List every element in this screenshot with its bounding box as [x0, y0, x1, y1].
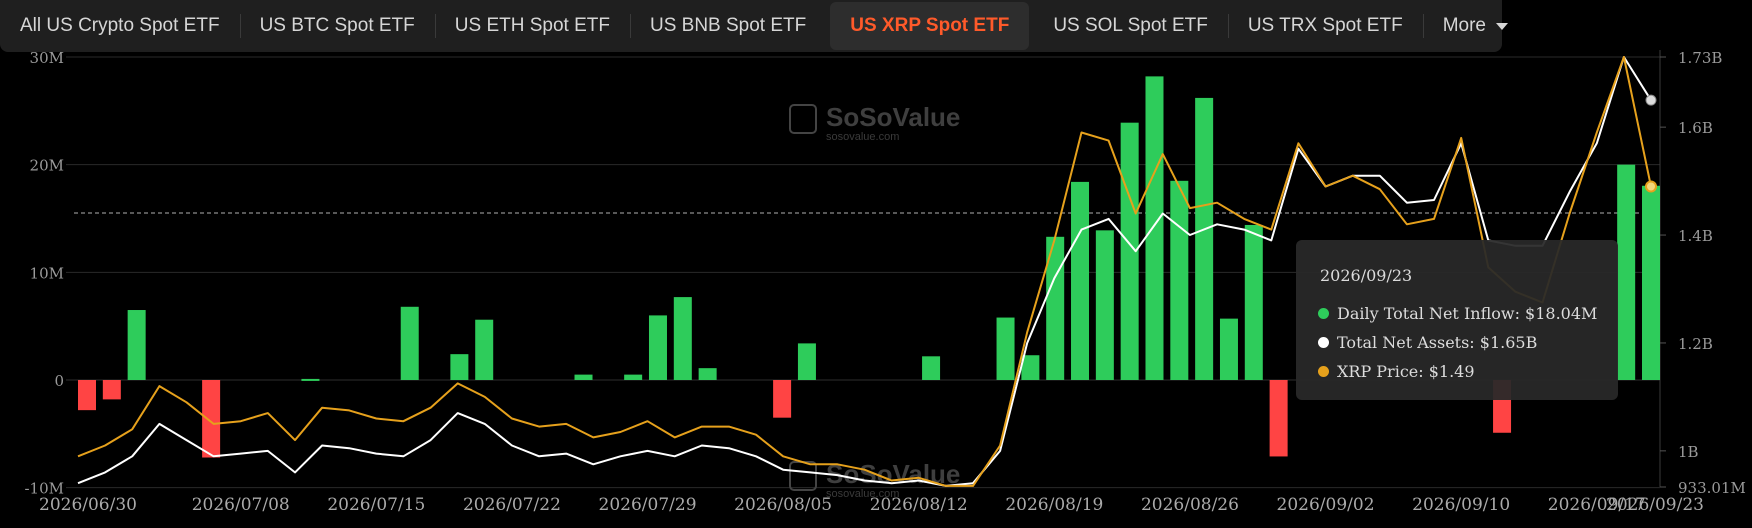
inflow-bar	[797, 343, 816, 380]
etf-tab-bar: All US Crypto Spot ETF US BTC Spot ETF U…	[0, 0, 1508, 52]
x-axis-tick-label: 2026/07/08	[192, 495, 290, 515]
inflow-bar	[1244, 224, 1263, 380]
inflow-bar	[102, 380, 121, 400]
tab-label: US XRP Spot ETF	[850, 15, 1010, 36]
inflow-bar	[773, 380, 792, 418]
inflow-bar	[574, 374, 593, 380]
inflow-bar	[1170, 180, 1189, 380]
tooltip-price: XRP Price: $1.49	[1337, 362, 1475, 381]
left-axis-tick-label: 20M	[30, 157, 64, 175]
xrp-price-line	[77, 56, 1652, 487]
left-axis-tick-label: -10M	[24, 480, 64, 498]
tab-us-trx-spot-etf[interactable]: US TRX Spot ETF	[1227, 0, 1423, 52]
x-axis-tick-label: 2026/09/23	[1606, 495, 1704, 515]
sosovalue-logo-icon	[789, 104, 817, 134]
inflow-bar	[450, 354, 469, 380]
tooltip-inflow-row: Daily Total Net Inflow: $18.04M	[1318, 304, 1597, 323]
x-axis-tick-label: 2026/06/30	[39, 495, 137, 515]
inflow-dot-icon	[1318, 308, 1329, 319]
tooltip-price-row: XRP Price: $1.49	[1318, 362, 1475, 381]
right-axis-tick-label: 1.73B	[1678, 49, 1722, 67]
net-assets-marker	[1645, 94, 1657, 106]
more-label: More	[1442, 15, 1486, 36]
inflow-bar	[475, 319, 494, 380]
right-axis-tick-label: 1.6B	[1678, 119, 1713, 137]
tab-label: US TRX Spot ETF	[1247, 15, 1403, 36]
inflow-bar	[624, 374, 643, 380]
x-axis-tick-label: 2026/07/22	[463, 495, 561, 515]
tab-label: All US Crypto Spot ETF	[20, 15, 220, 36]
x-axis-tick-label: 2026/08/12	[870, 495, 968, 515]
tab-us-bnb-spot-etf[interactable]: US BNB Spot ETF	[629, 0, 826, 52]
tab-label: US BTC Spot ETF	[259, 15, 415, 36]
tooltip-date: 2026/09/23	[1320, 266, 1413, 285]
x-axis-tick-label: 2026/08/26	[1141, 495, 1239, 515]
tooltip-assets: Total Net Assets: $1.65B	[1337, 333, 1538, 352]
xrp-price-marker	[1645, 180, 1657, 193]
sosovalue-logo-icon	[789, 461, 817, 491]
inflow-bar	[78, 380, 96, 411]
chevron-down-icon	[1495, 22, 1508, 30]
x-axis-tick-label: 2026/09/17	[1548, 495, 1646, 515]
x-axis-tick-label: 2026/08/05	[734, 495, 832, 515]
chart-tooltip: 2026/09/23 Daily Total Net Inflow: $18.0…	[1296, 240, 1618, 400]
inflow-bar	[1269, 380, 1288, 457]
net-assets-line	[77, 56, 1652, 487]
tooltip-inflow: Daily Total Net Inflow: $18.04M	[1337, 304, 1598, 323]
inflow-bar	[673, 297, 692, 380]
x-axis-tick-label: 2026/09/02	[1277, 495, 1375, 515]
inflow-bar	[127, 310, 146, 380]
inflow-bar	[400, 306, 419, 380]
x-axis-tick-label: 2026/07/15	[327, 495, 425, 515]
watermark-url: sosovalue.com	[826, 488, 899, 500]
inflow-bar	[1617, 164, 1636, 380]
left-axis-tick-label: 30M	[30, 49, 64, 67]
tooltip-assets-row: Total Net Assets: $1.65B	[1318, 333, 1537, 352]
tab-us-sol-spot-etf[interactable]: US SOL Spot ETF	[1033, 0, 1228, 52]
x-axis-tick-label: 2026/07/29	[599, 495, 697, 515]
inflow-bar	[1195, 97, 1214, 380]
tab-us-btc-spot-etf[interactable]: US BTC Spot ETF	[239, 0, 435, 52]
inflow-bar	[1021, 355, 1040, 380]
inflow-bar	[698, 368, 717, 380]
inflow-bar	[922, 356, 941, 380]
inflow-bar	[202, 380, 221, 458]
more-menu-button[interactable]: More	[1422, 0, 1528, 52]
inflow-bar	[1642, 185, 1660, 380]
left-axis-tick-label: 10M	[30, 264, 64, 282]
tab-label: US BNB Spot ETF	[649, 15, 807, 36]
right-axis-tick-label: 1.4B	[1678, 227, 1713, 245]
tab-label: US SOL Spot ETF	[1053, 15, 1208, 36]
inflow-bar	[1145, 76, 1164, 380]
tab-all-us-crypto-spot-etf[interactable]: All US Crypto Spot ETF	[0, 0, 240, 52]
inflow-bar	[301, 378, 320, 381]
x-axis-tick-label: 2026/09/10	[1412, 495, 1510, 515]
assets-dot-icon	[1318, 337, 1329, 348]
watermark-name: SoSoValue	[826, 102, 960, 132]
right-axis-tick-label: 1.2B	[1678, 335, 1713, 353]
inflow-bar	[1046, 236, 1065, 380]
left-axis-tick-label: 0	[54, 372, 64, 390]
inflow-bar	[1095, 230, 1114, 380]
right-axis-tick-label: 933.01M	[1678, 479, 1746, 497]
tab-us-xrp-spot-etf[interactable]: US XRP Spot ETF	[830, 2, 1030, 50]
inflow-bar	[1071, 181, 1090, 380]
tab-us-eth-spot-etf[interactable]: US ETH Spot ETF	[434, 0, 630, 52]
inflow-bar	[996, 317, 1015, 380]
inflow-bar	[648, 315, 667, 380]
right-axis-tick-label: 1B	[1678, 443, 1699, 461]
tab-label: US ETH Spot ETF	[454, 15, 610, 36]
watermark-url: sosovalue.com	[826, 131, 899, 143]
price-dot-icon	[1318, 366, 1329, 377]
inflow-bar	[1219, 318, 1238, 380]
x-axis-tick-label: 2026/08/19	[1005, 495, 1103, 515]
